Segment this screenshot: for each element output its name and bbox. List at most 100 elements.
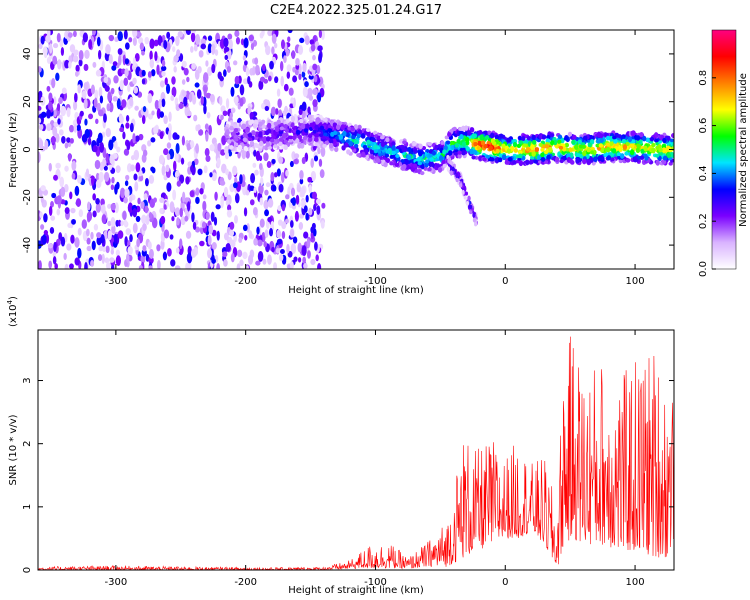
spectrogram-cell <box>281 204 286 212</box>
spectrogram-cell <box>214 191 218 201</box>
spectrogram-cell <box>319 169 325 179</box>
spectrogram-cell <box>258 80 264 91</box>
spectrogram-cell <box>211 258 216 264</box>
spectrogram-cell <box>242 137 248 142</box>
spectrogram-cell <box>446 166 451 172</box>
spectrogram-cell <box>261 124 266 129</box>
spectrogram-cell <box>98 86 103 98</box>
spectrogram-cell <box>248 34 254 42</box>
spectrogram-cell <box>649 136 655 142</box>
spectrogram-cell <box>239 97 244 107</box>
spectrogram-cell <box>305 194 309 203</box>
spectrogram-cell <box>622 144 628 150</box>
spectrogram-cell <box>259 218 265 228</box>
spectrogram-cell <box>66 137 71 143</box>
spectrogram-cell <box>289 261 294 269</box>
spectrogram-cell <box>294 210 299 222</box>
spectrogram-cell <box>310 170 317 182</box>
spectrogram-cell <box>401 146 406 153</box>
spectrogram-cell <box>224 54 229 61</box>
spectrogram-cell <box>464 191 469 196</box>
spectrogram-cell <box>124 236 128 247</box>
spectrogram-cell <box>348 140 354 147</box>
spectrogram-cell <box>634 158 639 163</box>
spectrogram-cell <box>587 142 593 148</box>
spectrogram-cell <box>117 230 124 239</box>
spectrogram-cell <box>149 50 153 61</box>
spectrogram-cell <box>250 101 255 110</box>
spectrogram-cell <box>488 145 493 151</box>
spectrogram-cell <box>506 137 512 143</box>
spectrogram-cell <box>247 254 254 265</box>
spectrogram-cell <box>115 249 120 257</box>
spectrogram-cell <box>317 45 323 52</box>
spectrogram-cell <box>290 228 295 238</box>
spectrogram-cell <box>255 260 261 266</box>
spectrogram-cell <box>456 138 461 144</box>
spectrogram-cell <box>158 98 162 109</box>
spectrogram-cell <box>290 122 295 128</box>
spectrogram-cell <box>69 191 73 200</box>
spectrogram-cell <box>334 135 340 140</box>
spectrogram-cell <box>185 230 192 239</box>
spectrogram-cell <box>192 95 197 105</box>
spectrogram-cell <box>143 193 148 200</box>
spectrogram-cell <box>491 141 497 146</box>
y-tick-label: 3 <box>22 377 33 383</box>
spectrogram-cell <box>483 144 488 149</box>
spectrogram-cell <box>90 84 95 95</box>
spectrogram-cell <box>86 245 92 252</box>
spectrogram-cell <box>95 118 99 125</box>
spectrogram-cell <box>46 123 52 131</box>
spectrogram-cell <box>237 144 243 150</box>
spectrogram-cell <box>418 150 423 157</box>
spectrogram-cell <box>273 262 278 269</box>
spectrogram-cell <box>46 109 51 119</box>
spectrogram-cell <box>274 76 279 84</box>
spectrogram-cell <box>525 146 531 152</box>
spectrogram-cell <box>128 196 133 203</box>
spectrogram-cell <box>440 140 445 145</box>
spectrogram-cell <box>142 149 148 157</box>
spectrogram-cell <box>163 204 167 210</box>
spectrogram-cell <box>64 263 69 269</box>
spectrogram-cell <box>332 122 338 128</box>
spectrogram-cell <box>38 105 42 112</box>
spectrogram-cell <box>279 248 285 254</box>
spectrogram-cell <box>557 134 563 140</box>
spectrogram-cell <box>205 92 212 99</box>
spectrogram-cell <box>308 95 314 101</box>
spectrogram-cell <box>301 132 306 136</box>
spectrogram-cell <box>124 188 130 198</box>
spectrogram-cell <box>304 35 310 46</box>
spectrogram-cell <box>117 219 122 227</box>
spectrogram-cell <box>159 207 164 214</box>
spectrogram-cell <box>239 174 243 185</box>
spectrogram-cell <box>263 241 267 248</box>
spectrogram-cell <box>219 75 224 82</box>
spectrogram-cell <box>57 59 62 70</box>
y-tick-label: 2 <box>22 440 33 446</box>
spectrogram-cell <box>161 165 166 176</box>
spectrogram-cell <box>122 131 126 140</box>
spectrogram-cell <box>193 158 199 166</box>
spectrogram-cell <box>512 141 518 148</box>
spectrogram-cell <box>269 138 275 143</box>
spectrogram-cell <box>245 265 250 269</box>
spectrogram-cell <box>242 251 248 260</box>
spectrogram-cell <box>210 43 216 55</box>
spectrogram-cell <box>577 139 582 144</box>
spectrogram-cell <box>83 82 88 90</box>
y-tick-label: 20 <box>22 95 33 108</box>
x-tick-label: 100 <box>626 577 645 588</box>
spectrogram-cell <box>168 111 172 122</box>
spectrogram-cell <box>301 156 306 165</box>
spectrogram-cell <box>253 119 259 125</box>
spectrogram-cell <box>110 87 115 95</box>
spectrogram-cell <box>485 154 490 159</box>
spectrogram-cell <box>77 174 82 184</box>
spectrogram-cell <box>96 232 102 239</box>
spectrogram-cell <box>250 173 256 184</box>
spectrogram-cell <box>658 151 663 156</box>
colorbar-tick-label: 0.0 <box>698 261 709 277</box>
